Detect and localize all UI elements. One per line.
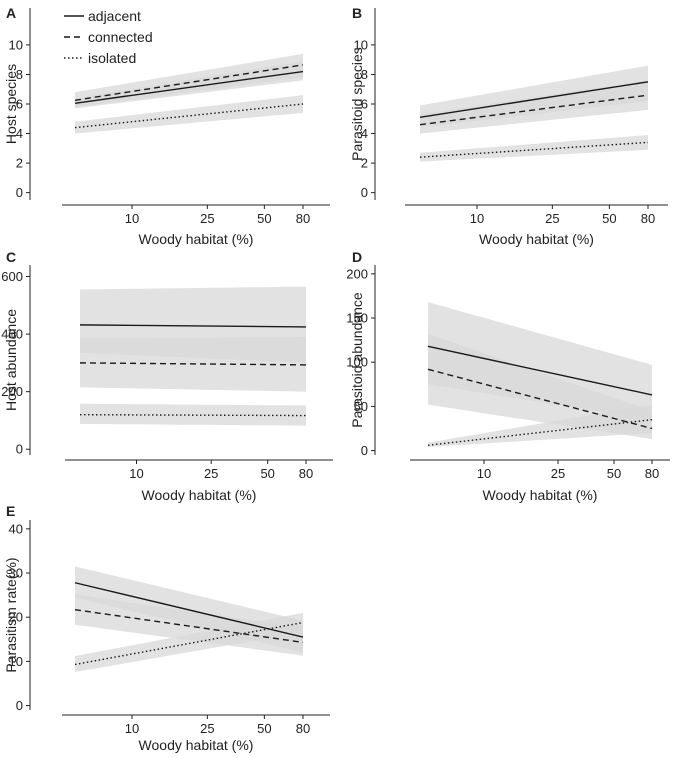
x-axis-label: Woody habitat (%) [142, 487, 257, 503]
y-tick-label: 50 [354, 399, 368, 414]
series-line-adjacent [419, 81, 649, 118]
y-tick-label: 10 [9, 654, 23, 669]
y-tick-label: 6 [361, 97, 368, 112]
y-axis-label: Parasitoid species [349, 47, 365, 161]
y-axis-label: Parasitism rate(%) [3, 557, 19, 672]
y-tick-label: 600 [1, 269, 23, 284]
x-tick-label: 10 [129, 466, 143, 481]
y-tick-label: 30 [9, 566, 23, 581]
x-tick-label: 10 [470, 211, 484, 226]
x-tick-label: 25 [545, 211, 559, 226]
panel-letter: A [6, 5, 16, 21]
panel-a: A 0 2 4 6 8 10 10 25 50 80 Woody habitat (%) Host sp… [3, 5, 330, 247]
ci-band-connected [420, 80, 648, 134]
y-tick-label: 200 [1, 384, 23, 399]
series-line-adjacent [74, 70, 304, 104]
series-line-connected [79, 362, 307, 366]
y-axis-label: Parasitoid abundance [349, 292, 365, 428]
x-tick-label: 10 [125, 211, 139, 226]
y-tick-label: 8 [361, 67, 368, 82]
series-line-connected [74, 609, 304, 644]
x-tick-label: 25 [200, 721, 214, 736]
y-axis-label: Host abundance [3, 309, 19, 411]
y-tick-label: 6 [16, 97, 23, 112]
x-tick-label: 80 [641, 211, 655, 226]
x-tick-label: 80 [299, 466, 313, 481]
y-tick-label: 4 [16, 126, 23, 141]
y-tick-label: 100 [346, 355, 368, 370]
ci-band-isolated [420, 135, 648, 162]
x-tick-label: 50 [257, 721, 271, 736]
y-tick-label: 4 [361, 126, 368, 141]
x-axis-label: Woody habitat (%) [479, 231, 594, 247]
panel-b: B 0 2 4 6 8 10 10 25 50 80 Woody habitat (%) Parasit… [349, 5, 668, 247]
y-tick-label: 0 [16, 442, 23, 457]
ci-band-isolated [428, 404, 652, 447]
series-line-adjacent [74, 582, 304, 638]
ci-band-connected [75, 53, 303, 107]
y-tick-label: 150 [346, 311, 368, 326]
y-tick-label: 0 [16, 698, 23, 713]
x-axis-label: Woody habitat (%) [139, 737, 254, 753]
panel-c: C 0 200 400 600 10 25 50 80 Woody habitat (%) Host… [1, 249, 333, 503]
y-tick-label: 0 [361, 443, 368, 458]
panel-letter: C [6, 249, 16, 265]
y-tick-label: 8 [16, 67, 23, 82]
series-line-connected [74, 64, 304, 101]
x-tick-label: 25 [551, 466, 565, 481]
x-tick-label: 80 [296, 211, 310, 226]
ci-band-isolated [75, 95, 303, 134]
legend: adjacent connected isolated [64, 8, 153, 66]
ci-band-connected [428, 333, 652, 440]
legend-label-adjacent: adjacent [88, 8, 141, 24]
panel-letter: D [352, 249, 362, 265]
series-line-isolated [74, 621, 304, 666]
x-tick-label: 50 [607, 466, 621, 481]
y-tick-label: 10 [9, 37, 23, 52]
x-tick-label: 25 [204, 466, 218, 481]
x-tick-label: 10 [477, 466, 491, 481]
x-tick-label: 10 [125, 721, 139, 736]
panel-d: D 0 50 100 150 200 10 25 50 80 Woody habitat (%) Pa… [346, 249, 670, 503]
y-tick-label: 10 [354, 37, 368, 52]
x-tick-label: 80 [645, 466, 659, 481]
legend-label-isolated: isolated [88, 50, 136, 66]
x-tick-label: 50 [602, 211, 616, 226]
series-line-adjacent [79, 324, 307, 328]
series-line-isolated [79, 413, 307, 417]
y-tick-label: 40 [9, 521, 23, 536]
x-axis-label: Woody habitat (%) [139, 231, 254, 247]
legend-label-connected: connected [88, 29, 153, 45]
series-line-isolated [427, 418, 653, 446]
x-tick-label: 80 [296, 721, 310, 736]
panel-letter: E [6, 503, 15, 519]
y-tick-label: 2 [361, 156, 368, 171]
y-axis-label: Host species [3, 64, 19, 144]
y-tick-label: 400 [1, 327, 23, 342]
panel-letter: B [352, 5, 362, 21]
ci-band-isolated [75, 612, 303, 672]
y-tick-label: 0 [361, 185, 368, 200]
x-tick-label: 25 [200, 211, 214, 226]
series-line-connected [419, 94, 649, 126]
panel-e: E 0 10 20 30 40 10 25 50 80 Woody habitat (%) Paras… [3, 503, 330, 753]
x-tick-label: 50 [260, 466, 274, 481]
y-tick-label: 0 [16, 185, 23, 200]
x-tick-label: 50 [257, 211, 271, 226]
series-line-connected [427, 368, 653, 430]
y-tick-label: 2 [16, 156, 23, 171]
y-tick-label: 20 [9, 610, 23, 625]
y-tick-label: 200 [346, 266, 368, 281]
x-axis-label: Woody habitat (%) [483, 487, 598, 503]
series-line-adjacent [427, 345, 653, 396]
